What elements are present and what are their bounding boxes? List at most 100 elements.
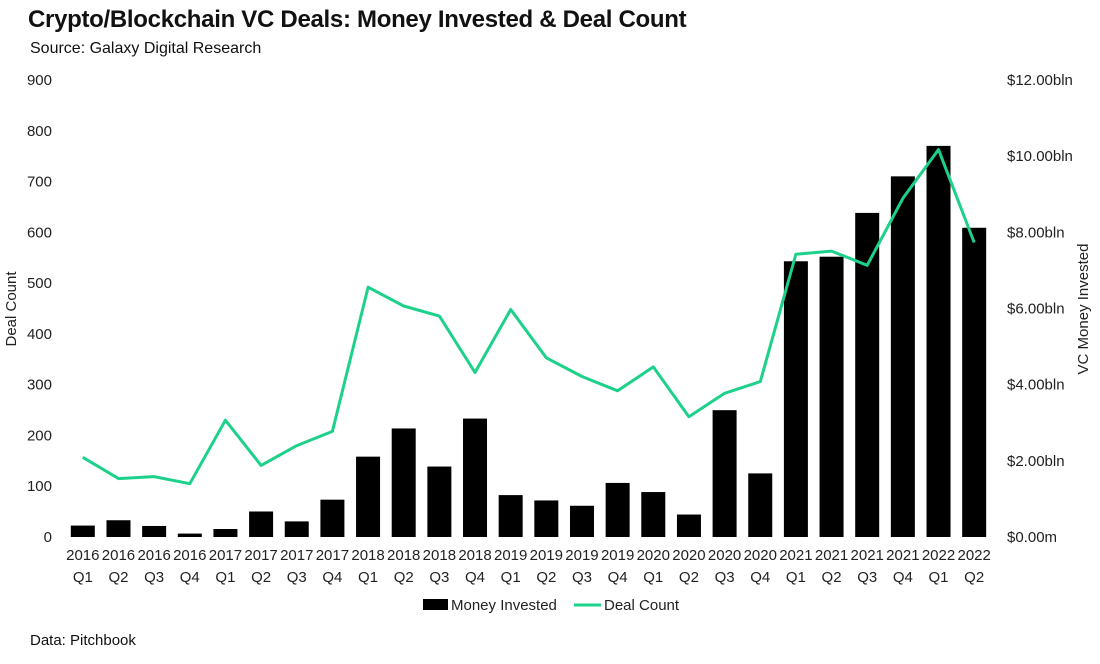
x-axis-tick-quarter: Q4 <box>465 569 485 586</box>
left-axis-tick-label: 0 <box>44 529 52 546</box>
left-axis-tick-label: 400 <box>27 326 52 343</box>
x-axis-tick-quarter: Q2 <box>251 569 271 586</box>
legend-label-deal-count: Deal Count <box>604 597 680 614</box>
right-axis-tick-label: $12.00bln <box>1007 72 1073 89</box>
bar-money-invested <box>284 521 309 537</box>
x-axis-tick-quarter: Q4 <box>608 569 628 586</box>
bar-money-invested <box>356 456 381 537</box>
chart-subtitle: Source: Galaxy Digital Research <box>30 40 262 57</box>
x-axis-tick-quarter: Q4 <box>750 569 770 586</box>
x-axis-tick-quarter: Q1 <box>786 569 806 586</box>
x-axis-ticks: 2016 Q1 2016 Q2 2016 Q3 2016 Q4 2017 Q1 2017 Q2 2017… <box>66 547 991 586</box>
data-source-footer: Data: Pitchbook <box>30 632 136 649</box>
bar-money-invested <box>890 176 915 537</box>
x-axis-tick-year: 2016 <box>102 547 135 564</box>
x-axis-tick-year: 2016 <box>66 547 99 564</box>
x-axis-tick-year: 2022 <box>922 547 955 564</box>
bar-money-invested <box>676 514 701 537</box>
chart-title: Crypto/Blockchain VC Deals: Money Invest… <box>28 6 687 33</box>
x-axis-tick-quarter: Q3 <box>429 569 449 586</box>
x-axis-tick-year: 2016 <box>137 547 170 564</box>
x-axis-tick-quarter: Q3 <box>857 569 877 586</box>
left-axis-title: Deal Count <box>3 271 20 347</box>
bar-money-invested <box>70 525 95 537</box>
bar-money-invested <box>142 525 167 537</box>
left-axis-tick-label: 700 <box>27 174 52 191</box>
bar-money-invested <box>213 529 238 537</box>
x-axis-tick-year: 2018 <box>387 547 420 564</box>
x-axis-tick-year: 2019 <box>494 547 527 564</box>
x-axis-tick-quarter: Q2 <box>394 569 414 586</box>
x-axis-tick-quarter: Q1 <box>358 569 378 586</box>
x-axis-tick-year: 2018 <box>458 547 491 564</box>
x-axis-tick-quarter: Q2 <box>536 569 556 586</box>
x-axis-tick-quarter: Q3 <box>715 569 735 586</box>
x-axis-tick-year: 2017 <box>316 547 349 564</box>
x-axis-tick-year: 2021 <box>815 547 848 564</box>
bar-money-invested <box>819 256 844 537</box>
x-axis-tick-quarter: Q4 <box>322 569 342 586</box>
left-axis-tick-label: 100 <box>27 478 52 495</box>
x-axis-tick-quarter: Q2 <box>679 569 699 586</box>
x-axis-tick-quarter: Q2 <box>108 569 128 586</box>
x-axis-tick-year: 2021 <box>851 547 884 564</box>
bar-money-invested <box>534 500 559 537</box>
bar-money-invested <box>783 261 808 537</box>
x-axis-tick-year: 2017 <box>209 547 242 564</box>
bar-money-invested <box>249 511 274 537</box>
legend-label-money-invested: Money Invested <box>451 597 557 614</box>
bar-money-invested <box>926 145 951 538</box>
x-axis-tick-year: 2021 <box>886 547 919 564</box>
left-axis-tick-label: 900 <box>27 72 52 89</box>
x-axis-tick-year: 2017 <box>280 547 313 564</box>
right-axis-ticks: $0.00m $2.00bln $4.00bln $6.00bln $8.00bln $1… <box>1007 72 1073 546</box>
x-axis-tick-quarter: Q1 <box>643 569 663 586</box>
x-axis-tick-year: 2019 <box>601 547 634 564</box>
x-axis-tick-year: 2019 <box>565 547 598 564</box>
bar-money-invested <box>605 482 630 537</box>
x-axis-tick-year: 2021 <box>779 547 812 564</box>
x-axis-tick-quarter: Q2 <box>964 569 984 586</box>
x-axis-tick-year: 2018 <box>351 547 384 564</box>
bar-money-invested <box>463 418 488 537</box>
left-axis-tick-label: 600 <box>27 224 52 241</box>
right-axis-tick-label: $2.00bln <box>1007 453 1065 470</box>
bar-money-invested <box>498 495 523 537</box>
bar-money-invested <box>391 428 416 537</box>
right-axis-tick-label: $10.00bln <box>1007 148 1073 165</box>
x-axis-tick-quarter: Q1 <box>929 569 949 586</box>
x-axis-tick-quarter: Q3 <box>144 569 164 586</box>
legend-swatch-money-invested <box>423 599 448 610</box>
left-axis-tick-label: 200 <box>27 427 52 444</box>
x-axis-tick-year: 2020 <box>708 547 741 564</box>
left-axis-tick-label: 300 <box>27 377 52 394</box>
right-axis-title: VC Money Invested <box>1075 244 1092 375</box>
x-axis-tick-quarter: Q1 <box>73 569 93 586</box>
right-axis-tick-label: $6.00bln <box>1007 301 1065 318</box>
right-axis-tick-label: $0.00m <box>1007 529 1057 546</box>
legend: Money Invested Deal Count <box>423 597 680 614</box>
bar-money-invested <box>748 473 773 537</box>
bar-money-invested <box>177 533 202 537</box>
x-axis-tick-quarter: Q1 <box>501 569 521 586</box>
x-axis-tick-year: 2017 <box>244 547 277 564</box>
left-axis-ticks: 0 100 200 300 400 500 600 700 800 900 <box>27 72 52 546</box>
x-axis-tick-year: 2018 <box>423 547 456 564</box>
x-axis-tick-year: 2020 <box>744 547 777 564</box>
bar-money-invested <box>106 520 131 537</box>
x-axis-tick-quarter: Q1 <box>215 569 235 586</box>
x-axis-tick-quarter: Q3 <box>287 569 307 586</box>
x-axis-tick-quarter: Q2 <box>822 569 842 586</box>
x-axis-tick-year: 2020 <box>637 547 670 564</box>
x-axis-tick-quarter: Q4 <box>893 569 913 586</box>
x-axis-tick-year: 2022 <box>957 547 990 564</box>
line-series-deal-count <box>82 148 976 486</box>
right-axis-tick-label: $8.00bln <box>1007 224 1065 241</box>
x-axis-tick-quarter: Q3 <box>572 569 592 586</box>
left-axis-tick-label: 800 <box>27 123 52 140</box>
bar-money-invested <box>569 505 594 537</box>
left-axis-tick-label: 500 <box>27 275 52 292</box>
x-axis-tick-year: 2019 <box>530 547 563 564</box>
x-axis-tick-quarter: Q4 <box>180 569 200 586</box>
